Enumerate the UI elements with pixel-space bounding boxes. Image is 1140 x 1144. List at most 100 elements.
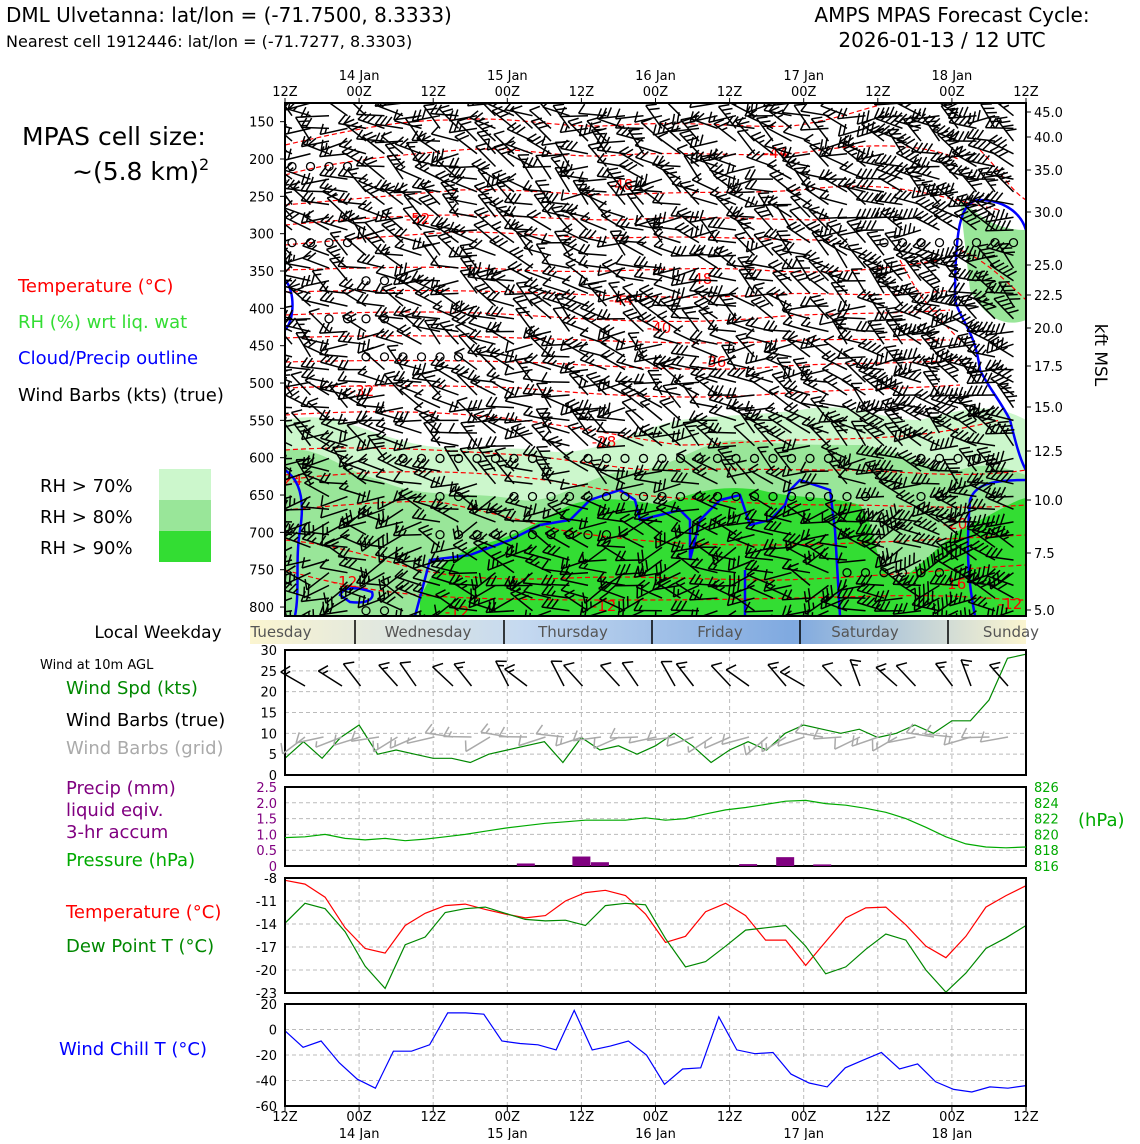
dewpoint-label: Dew Point T (°C) — [66, 936, 214, 957]
height-tick-label: 10.0 — [1034, 494, 1063, 509]
pressure-tick-label: 600 — [249, 452, 274, 467]
wind-barbs-grid-label: Wind Barbs (grid) — [66, 738, 224, 759]
legend-temperature: Temperature (°C) — [17, 276, 173, 297]
bottom-hour-label: 12Z — [1013, 1110, 1039, 1125]
pressure-tick-label: 450 — [249, 340, 274, 355]
y-tick-label: -20 — [256, 1049, 277, 1064]
y-tick-label: 25 — [260, 665, 277, 680]
bottom-hour-label: 00Z — [791, 1110, 817, 1125]
height-tick-label: 5.0 — [1034, 604, 1055, 619]
right-tick-label: 816 — [1034, 860, 1059, 875]
height-tick-label: 7.5 — [1034, 547, 1055, 562]
legend-rh80-swatch — [159, 500, 211, 531]
weekday-saturday: Saturday — [831, 623, 899, 641]
height-tick-label: 35.0 — [1034, 164, 1063, 179]
pressure-tick-label: 700 — [249, 526, 274, 541]
y-tick-label: -11 — [256, 895, 277, 910]
bottom-hour-label: 12Z — [272, 1110, 298, 1125]
bottom-hour-label: 00Z — [939, 1110, 965, 1125]
top-date-label: 15 Jan — [487, 69, 528, 84]
wind-chill-panel: 200-20-40-60 — [256, 998, 1026, 1115]
upper-air-wind-barb — [553, 79, 569, 103]
top-date-label: 14 Jan — [339, 69, 380, 84]
weekday-friday: Friday — [697, 623, 743, 641]
upper-air-wind-barb — [457, 80, 477, 103]
height-axis: 45.040.035.030.025.022.520.017.515.012.5… — [1026, 106, 1063, 619]
y-tick-label: -17 — [256, 941, 277, 956]
precip-label-2: liquid eqiv. — [66, 800, 163, 821]
height-tick-label: 30.0 — [1034, 206, 1063, 221]
bottom-hour-label: 12Z — [420, 1110, 446, 1125]
precip-bar — [739, 864, 757, 866]
height-tick-label: 20.0 — [1034, 322, 1063, 337]
pressure-tick-label: 500 — [249, 377, 274, 392]
right-tick-label: 822 — [1034, 813, 1059, 828]
bottom-date-label: 15 Jan — [487, 1127, 528, 1140]
bottom-date-label: 17 Jan — [783, 1127, 824, 1140]
y-tick-label: 0 — [269, 1024, 277, 1039]
weekday-sunday: Sunday — [983, 623, 1039, 641]
wind-barbs-true-label: Wind Barbs (true) — [66, 710, 225, 731]
upper-air-wind-barb — [304, 85, 329, 103]
precip-bar — [776, 857, 794, 866]
y-tick-label: 15 — [260, 707, 277, 722]
height-tick-label: 25.0 — [1034, 259, 1063, 274]
y-tick-label: 0.5 — [256, 844, 277, 859]
y-tick-label: 10 — [260, 727, 277, 742]
top-hour-label: 00Z — [495, 85, 521, 100]
nearest-cell-text: Nearest cell 1912446: lat/lon = (-71.727… — [6, 32, 412, 51]
bottom-date-label: 18 Jan — [932, 1127, 973, 1140]
y-tick-label: -14 — [256, 918, 277, 933]
upper-air-wind-barb — [989, 84, 1014, 103]
precip-bar — [517, 863, 535, 866]
y-tick-label: 20 — [260, 998, 277, 1013]
precip-label-3: 3-hr accum — [66, 822, 168, 843]
bottom-hour-label: 00Z — [495, 1110, 521, 1125]
top-date-label: 17 Jan — [783, 69, 824, 84]
cross-section-panel: -44-48-52-48-44-40-36-32-28-24-20-16-12-… — [249, 69, 1110, 629]
y-tick-label: -40 — [256, 1075, 277, 1090]
station-title: DML Ulvetanna: lat/lon = (-71.7500, 8.33… — [6, 3, 452, 27]
upper-air-wind-barb — [896, 84, 921, 103]
pressure-tick-label: 300 — [249, 228, 274, 243]
temperature-contour-label: -40 — [647, 319, 672, 337]
y-tick-label: 20 — [260, 686, 277, 701]
pressure-tick-label: 400 — [249, 302, 274, 317]
height-axis-label: kft MSL — [1090, 324, 1110, 387]
pressure-unit: (hPa) — [1078, 810, 1125, 831]
precip-label: Precip (mm) — [66, 778, 176, 799]
right-tick-label: 826 — [1034, 781, 1059, 796]
cycle-title: AMPS MPAS Forecast Cycle: — [814, 3, 1089, 27]
upper-air-wind-barb — [622, 81, 643, 103]
legend-rh90-label: RH > 90% — [40, 538, 133, 559]
wind-panel-title: Wind at 10m AGL — [40, 658, 154, 673]
top-hour-label: 00Z — [791, 85, 817, 100]
y-tick-label: 2.5 — [256, 781, 277, 796]
top-date-label: 16 Jan — [635, 69, 676, 84]
upper-air-wind-barb — [444, 79, 460, 103]
right-tick-label: 818 — [1034, 844, 1059, 859]
upper-air-wind-barb — [394, 91, 422, 103]
pressure-tick-label: 250 — [249, 190, 274, 205]
bottom-hour-label: 00Z — [643, 1110, 669, 1125]
y-tick-label: -20 — [256, 964, 277, 979]
top-hour-label: 12Z — [717, 85, 743, 100]
pressure-label: Pressure (hPa) — [66, 850, 195, 871]
legend-rh70-swatch — [159, 469, 211, 500]
top-hour-label: 00Z — [643, 85, 669, 100]
upper-air-wind-barb — [320, 90, 348, 103]
pressure-tick-label: 150 — [249, 116, 274, 131]
upper-air-wind-barb — [597, 91, 625, 103]
upper-air-wind-barb — [825, 81, 847, 103]
precip-bar — [813, 864, 831, 866]
height-tick-label: 40.0 — [1034, 131, 1063, 146]
precip-bar — [572, 857, 590, 866]
top-hour-label: 12Z — [569, 85, 595, 100]
upper-air-wind-barb — [838, 92, 866, 103]
bottom-date-label: 16 Jan — [635, 1127, 676, 1140]
